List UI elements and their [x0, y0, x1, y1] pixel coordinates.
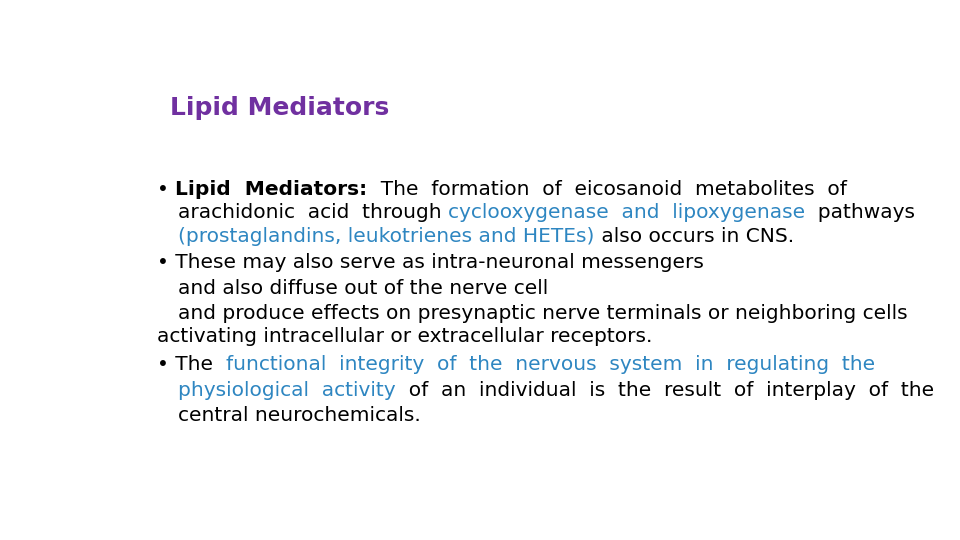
Text: activating intracellular or extracellular receptors.: activating intracellular or extracellula… [157, 327, 653, 346]
Text: Lipid Mediators: Lipid Mediators [170, 96, 390, 119]
Text: (prostaglandins, leukotrienes and HETEs): (prostaglandins, leukotrienes and HETEs) [179, 226, 594, 246]
Text: functional  integrity  of  the  nervous  system  in  regulating  the: functional integrity of the nervous syst… [226, 355, 876, 374]
Text: also occurs in CNS.: also occurs in CNS. [594, 226, 794, 246]
Text: •: • [157, 180, 176, 199]
Text: and produce effects on presynaptic nerve terminals or neighboring cells: and produce effects on presynaptic nerve… [179, 304, 908, 323]
Text: central neurochemicals.: central neurochemicals. [179, 406, 420, 425]
Text: cyclooxygenase  and  lipoxygenase: cyclooxygenase and lipoxygenase [448, 204, 805, 222]
Text: physiological  activity: physiological activity [179, 381, 396, 400]
Text: The  formation  of  eicosanoid  metabolites  of: The formation of eicosanoid metabolites … [368, 180, 847, 199]
Text: • The: • The [157, 355, 226, 374]
Text: • These may also serve as intra-neuronal messengers: • These may also serve as intra-neuronal… [157, 253, 704, 273]
Text: and also diffuse out of the nerve cell: and also diffuse out of the nerve cell [179, 279, 548, 298]
Text: pathways: pathways [805, 204, 915, 222]
Text: of  an  individual  is  the  result  of  interplay  of  the: of an individual is the result of interp… [396, 381, 934, 400]
Text: arachidonic  acid  through: arachidonic acid through [179, 204, 448, 222]
Text: Lipid  Mediators:: Lipid Mediators: [176, 180, 368, 199]
